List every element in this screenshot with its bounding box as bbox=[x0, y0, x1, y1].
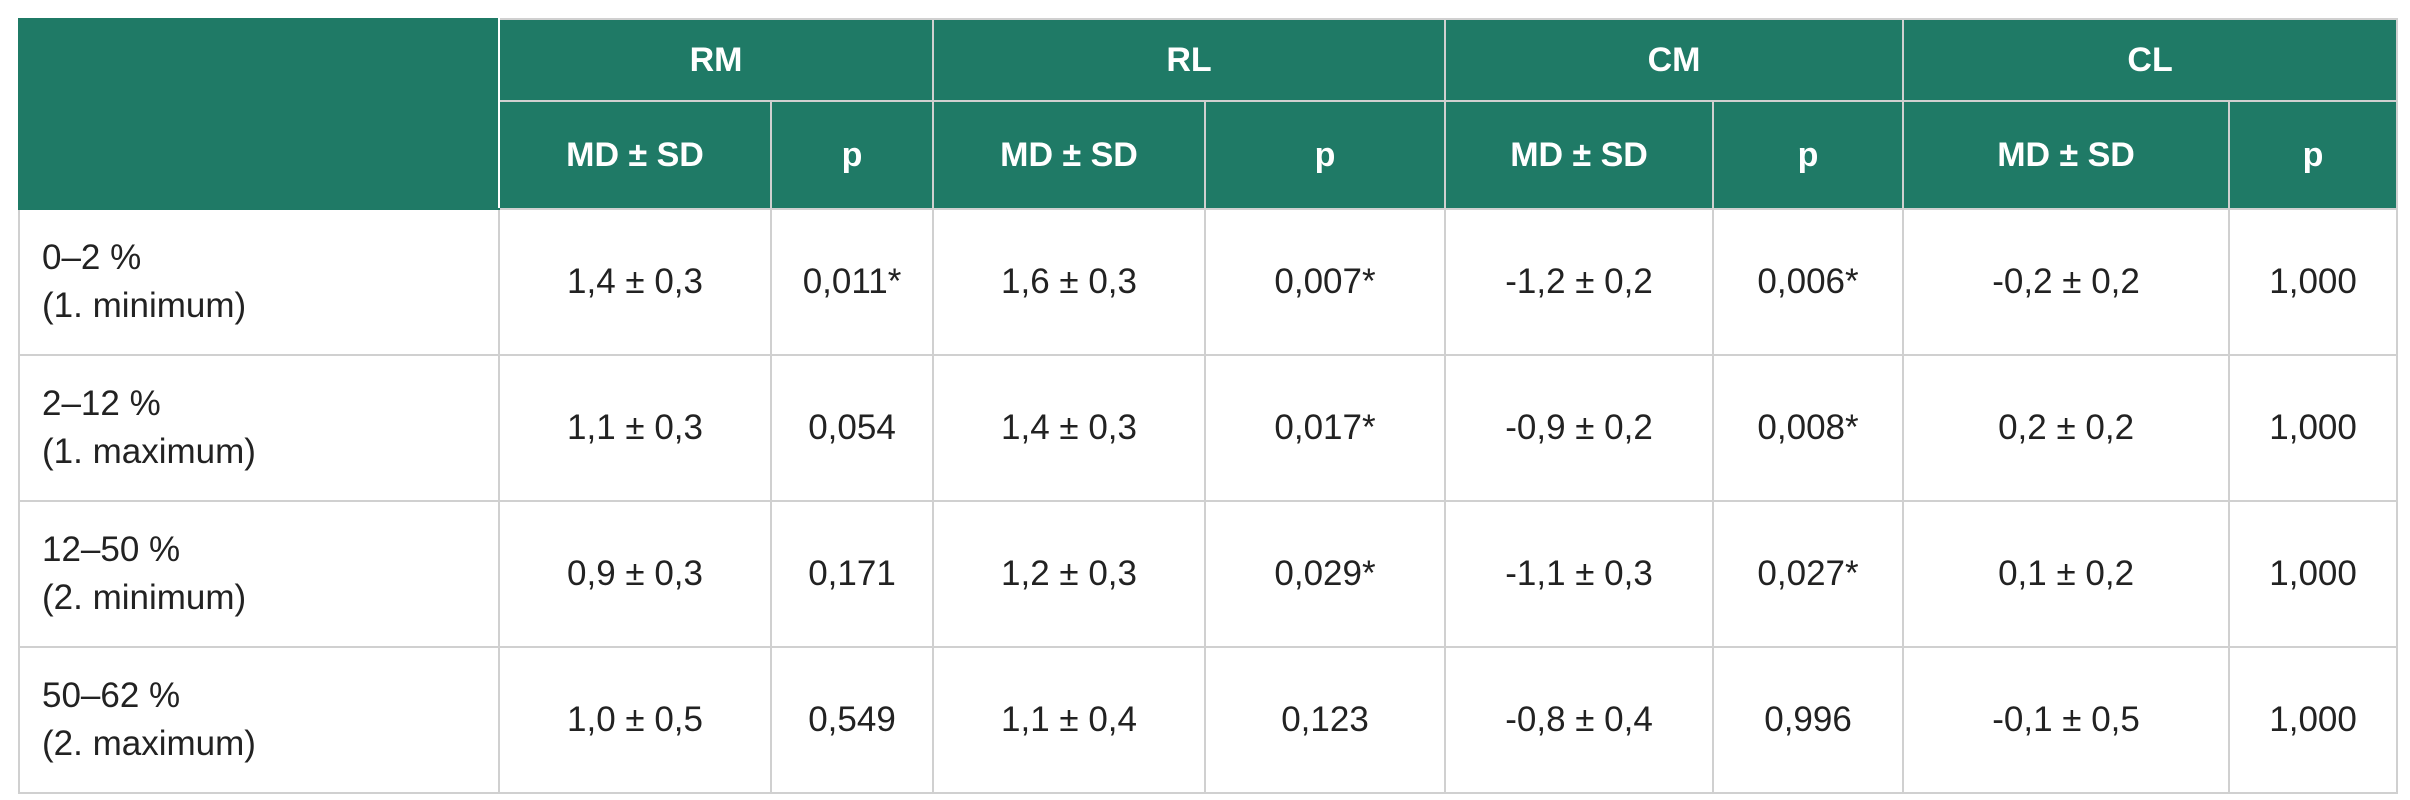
subheader-p: p bbox=[769, 100, 935, 210]
group-header-row: RM RL CM CL bbox=[18, 18, 2399, 210]
subheader-p: p bbox=[1204, 100, 1447, 210]
cell-rm-md: 1,0 ± 0,5 bbox=[498, 646, 772, 794]
cell-rl-md: 1,2 ± 0,3 bbox=[932, 500, 1207, 648]
cell-rm-md: 1,1 ± 0,3 bbox=[498, 354, 772, 502]
row-phase: (1. minimum) bbox=[42, 286, 247, 325]
subheader-md-sd: MD ± SD bbox=[498, 100, 772, 210]
cell-rl-md: 1,1 ± 0,4 bbox=[932, 646, 1207, 794]
cell-cm-p: 0,006* bbox=[1712, 208, 1905, 356]
cell-rm-p: 0,011* bbox=[769, 208, 935, 356]
row-phase: (1. maximum) bbox=[42, 432, 256, 471]
group-header-cm: CM bbox=[1444, 18, 1905, 102]
cell-cl-p: 1,000 bbox=[2228, 500, 2399, 648]
cell-rl-p: 0,029* bbox=[1204, 500, 1447, 648]
group-header-rl: RL bbox=[932, 18, 1447, 102]
row-label-cell: 2–12 % (1. maximum) bbox=[18, 354, 500, 502]
cell-cl-p: 1,000 bbox=[2228, 646, 2399, 794]
cell-cl-md: -0,2 ± 0,2 bbox=[1902, 208, 2231, 356]
cell-cm-md: -1,1 ± 0,3 bbox=[1444, 500, 1715, 648]
table-row: 50–62 % (2. maximum) 1,0 ± 0,5 0,549 1,1… bbox=[18, 646, 2399, 794]
cell-rl-p: 0,123 bbox=[1204, 646, 1447, 794]
cell-cl-md: 0,2 ± 0,2 bbox=[1902, 354, 2231, 502]
row-range: 12–50 % bbox=[42, 530, 181, 569]
group-header-rm: RM bbox=[497, 18, 935, 102]
cell-cl-p: 1,000 bbox=[2228, 208, 2399, 356]
table-body: 0–2 % (1. minimum) 1,4 ± 0,3 0,011* 1,6 … bbox=[18, 208, 2399, 794]
table-row: 12–50 % (2. minimum) 0,9 ± 0,3 0,171 1,2… bbox=[18, 500, 2399, 648]
row-label-cell: 12–50 % (2. minimum) bbox=[18, 500, 500, 648]
subheader-row: MD ± SD p MD ± SD p MD ± SD p MD ± SD p bbox=[19, 100, 2399, 210]
subheader-p: p bbox=[2228, 100, 2399, 210]
cell-cm-md: -1,2 ± 0,2 bbox=[1444, 208, 1715, 356]
results-table: RM RL CM CL MD ± SD p MD ± SD p MD ± SD … bbox=[18, 18, 2399, 794]
cell-rl-md: 1,6 ± 0,3 bbox=[932, 208, 1207, 356]
subheader-md-sd: MD ± SD bbox=[1444, 100, 1715, 210]
cell-rm-p: 0,054 bbox=[769, 354, 935, 502]
row-phase: (2. maximum) bbox=[42, 724, 256, 763]
corner-header-cell bbox=[18, 18, 500, 210]
table-header: RM RL CM CL MD ± SD p MD ± SD p MD ± SD … bbox=[18, 18, 2399, 210]
row-phase: (2. minimum) bbox=[42, 578, 247, 617]
cell-rm-md: 0,9 ± 0,3 bbox=[498, 500, 772, 648]
cell-cm-p: 0,008* bbox=[1712, 354, 1905, 502]
row-range: 50–62 % bbox=[42, 676, 181, 715]
cell-rl-p: 0,017* bbox=[1204, 354, 1447, 502]
cell-cl-md: -0,1 ± 0,5 bbox=[1902, 646, 2231, 794]
cell-cm-p: 0,027* bbox=[1712, 500, 1905, 648]
cell-cl-p: 1,000 bbox=[2228, 354, 2399, 502]
group-header-cl: CL bbox=[1902, 18, 2399, 102]
cell-rm-p: 0,549 bbox=[769, 646, 935, 794]
subheader-p: p bbox=[1712, 100, 1905, 210]
cell-cl-md: 0,1 ± 0,2 bbox=[1902, 500, 2231, 648]
subheader-md-sd: MD ± SD bbox=[932, 100, 1207, 210]
table-row: 2–12 % (1. maximum) 1,1 ± 0,3 0,054 1,4 … bbox=[18, 354, 2399, 502]
cell-rl-md: 1,4 ± 0,3 bbox=[932, 354, 1207, 502]
cell-cm-p: 0,996 bbox=[1712, 646, 1905, 794]
cell-cm-md: -0,9 ± 0,2 bbox=[1444, 354, 1715, 502]
row-label-cell: 0–2 % (1. minimum) bbox=[18, 208, 500, 356]
row-range: 0–2 % bbox=[42, 238, 142, 277]
cell-cm-md: -0,8 ± 0,4 bbox=[1444, 646, 1715, 794]
row-range: 2–12 % bbox=[42, 384, 161, 423]
cell-rm-p: 0,171 bbox=[769, 500, 935, 648]
row-label-cell: 50–62 % (2. maximum) bbox=[18, 646, 500, 794]
table-row: 0–2 % (1. minimum) 1,4 ± 0,3 0,011* 1,6 … bbox=[18, 208, 2399, 356]
cell-rm-md: 1,4 ± 0,3 bbox=[498, 208, 772, 356]
subheader-md-sd: MD ± SD bbox=[1902, 100, 2231, 210]
cell-rl-p: 0,007* bbox=[1204, 208, 1447, 356]
